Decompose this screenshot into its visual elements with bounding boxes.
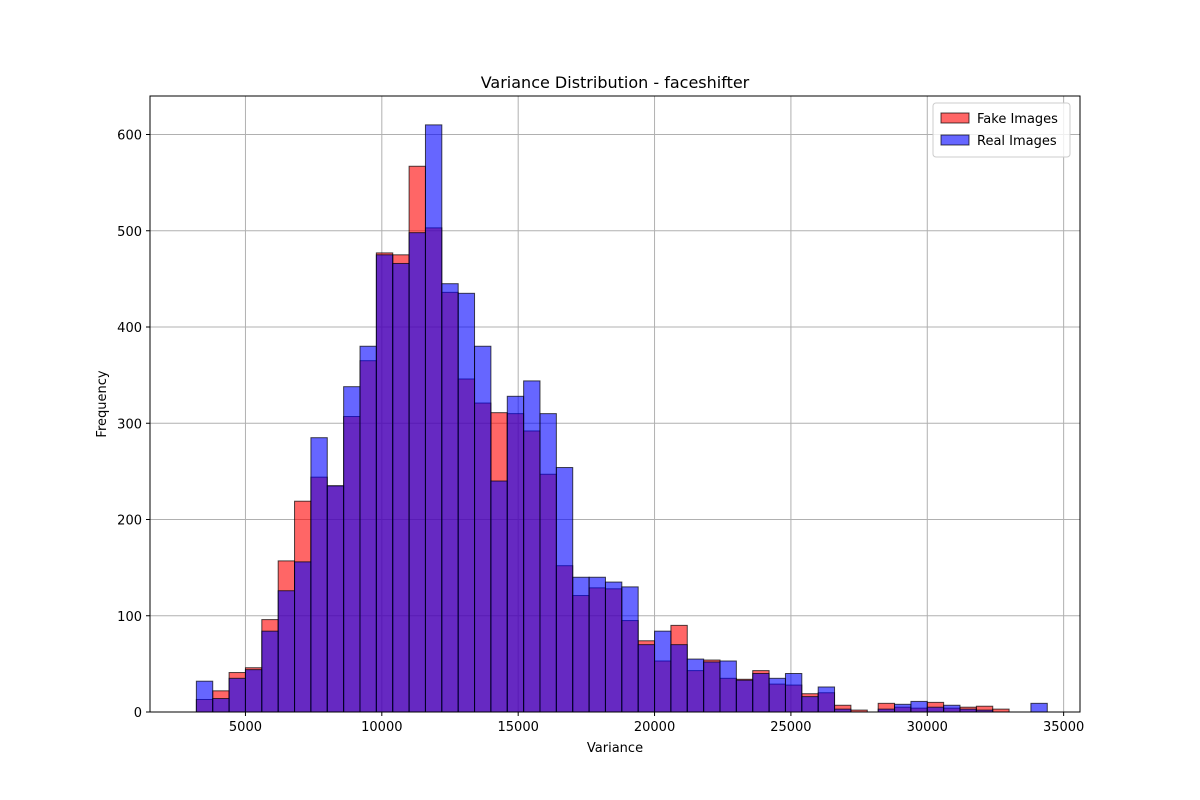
y-tick-label: 100 bbox=[117, 610, 142, 625]
x-tick-label: 15000 bbox=[498, 720, 539, 735]
x-tick-label: 10000 bbox=[361, 720, 402, 735]
histogram-bar bbox=[441, 283, 459, 713]
legend-swatch bbox=[940, 112, 970, 124]
histogram-bar bbox=[719, 660, 737, 713]
y-tick-label: 200 bbox=[117, 514, 142, 529]
y-tick-label: 600 bbox=[117, 129, 142, 144]
histogram-bar bbox=[1030, 702, 1048, 713]
histogram-bar bbox=[654, 630, 672, 713]
legend: Fake Images Real Images bbox=[932, 102, 1071, 158]
histogram-bar bbox=[490, 480, 508, 713]
histogram-bar bbox=[784, 673, 803, 713]
histogram-bar bbox=[926, 706, 945, 713]
histogram-bar bbox=[474, 345, 492, 713]
series-real-images bbox=[195, 124, 1048, 713]
legend-swatch bbox=[940, 134, 970, 146]
histogram-bar bbox=[572, 576, 590, 713]
histogram-bar bbox=[375, 254, 394, 713]
histogram-bar bbox=[817, 686, 836, 713]
y-tick-label: 0 bbox=[134, 706, 142, 721]
x-tick-label: 25000 bbox=[770, 720, 811, 735]
histogram-bar bbox=[555, 467, 574, 713]
histogram-bar bbox=[910, 700, 928, 713]
histogram-bar bbox=[686, 658, 705, 713]
histogram-bar bbox=[310, 437, 328, 713]
histogram-bar bbox=[244, 669, 263, 713]
histogram-bar bbox=[457, 292, 476, 713]
histogram-bar bbox=[326, 485, 345, 713]
histogram-bar bbox=[703, 661, 721, 713]
bars-layer bbox=[195, 124, 1048, 713]
histogram-bar bbox=[604, 581, 623, 713]
histogram-bar bbox=[801, 696, 819, 713]
histogram-bar bbox=[588, 576, 606, 713]
x-tick-label: 30000 bbox=[907, 720, 948, 735]
legend-label: Fake Images bbox=[977, 112, 1058, 127]
histogram-bar bbox=[943, 704, 961, 713]
y-tick-label: 500 bbox=[117, 225, 142, 240]
histogram-bar bbox=[637, 644, 656, 713]
legend-label: Real Images bbox=[977, 134, 1057, 149]
histogram-bar bbox=[894, 703, 912, 713]
plot-frame bbox=[149, 95, 1081, 713]
histogram-bar bbox=[621, 586, 639, 713]
histogram-bar bbox=[539, 413, 557, 713]
histogram-bar bbox=[392, 262, 410, 713]
histogram-bar bbox=[735, 679, 754, 713]
histogram-bar bbox=[277, 590, 296, 713]
x-tick-label: 5000 bbox=[229, 720, 262, 735]
y-axis-label: Frequency bbox=[95, 370, 110, 437]
histogram-bar bbox=[523, 380, 541, 713]
y-tick-label: 400 bbox=[117, 321, 142, 336]
x-tick-label: 35000 bbox=[1043, 720, 1084, 735]
histogram-bar bbox=[424, 124, 443, 713]
histogram-bar bbox=[343, 386, 361, 713]
chart-title: Variance Distribution - faceshifter bbox=[481, 73, 750, 92]
histogram-bar bbox=[261, 630, 279, 713]
histogram-bar bbox=[212, 698, 230, 713]
histogram-bar bbox=[408, 232, 426, 713]
histogram-bar bbox=[506, 395, 525, 713]
histogram-bar bbox=[228, 677, 246, 713]
histogram-bar bbox=[359, 345, 377, 713]
histogram-bar bbox=[752, 673, 770, 713]
x-axis-label: Variance bbox=[587, 741, 643, 756]
histogram-bar bbox=[294, 561, 312, 713]
x-tick-label: 20000 bbox=[634, 720, 675, 735]
histogram-bar bbox=[670, 644, 688, 713]
y-tick-label: 300 bbox=[117, 417, 142, 432]
histogram-bar bbox=[768, 677, 786, 713]
ticks-layer: 5000 10000 15000 20000 25000 30000 35000 0 100 20… bbox=[117, 129, 1084, 736]
histogram-bar bbox=[195, 680, 214, 713]
